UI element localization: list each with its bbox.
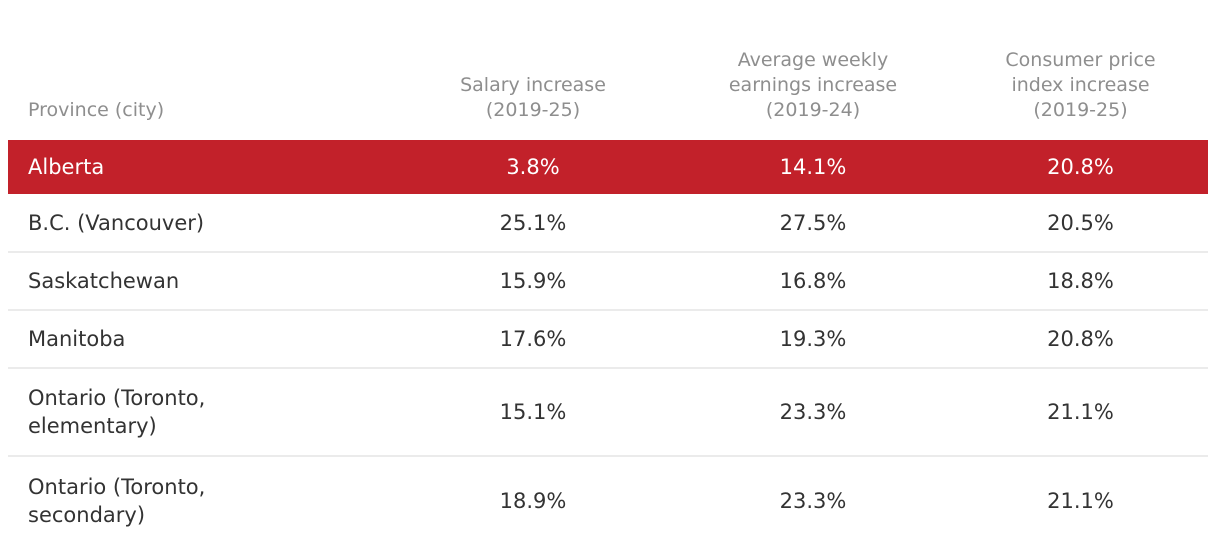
value-cell-earnings: 19.3% xyxy=(673,309,953,368)
value-cell-salary: 15.9% xyxy=(393,251,673,310)
row-alberta: Alberta 3.8% 14.1% 20.8% xyxy=(8,140,1208,194)
column-header-salary-increase: Salary increase (2019-25) xyxy=(393,0,673,140)
province-cell: B.C. (Vancouver) xyxy=(8,194,393,252)
province-label: Alberta xyxy=(28,155,105,179)
province-label: B.C. (Vancouver) xyxy=(28,210,205,235)
province-label: Manitoba xyxy=(28,327,126,351)
value-cell-cpi: 20.8% xyxy=(953,309,1208,368)
column-header-label: earnings increase xyxy=(728,74,898,96)
value-cell-cpi: 20.8% xyxy=(953,140,1208,194)
value-cell-earnings: 23.3% xyxy=(673,455,953,544)
column-header-label: Province (city) xyxy=(28,99,165,121)
column-header-label: (2019-25) xyxy=(1033,99,1128,121)
value-cell-earnings: 23.3% xyxy=(673,367,953,456)
value-cell-cpi: 18.8% xyxy=(953,251,1208,310)
column-header-label: (2019-25) xyxy=(485,99,581,121)
province-cell: Saskatchewan xyxy=(8,251,393,310)
row-bc-vancouver: B.C. (Vancouver) 25.1% 27.5% 20.5% xyxy=(8,194,1208,252)
column-header-label: Consumer price xyxy=(1005,49,1156,71)
salary-comparison-table: Province (city) Salary increase (2019-25… xyxy=(8,0,1208,544)
province-label: elementary) xyxy=(28,414,157,438)
value-cell-cpi: 21.1% xyxy=(953,455,1208,544)
value-cell-cpi: 20.5% xyxy=(1047,210,1114,235)
value-cell-salary: 25.1% xyxy=(499,210,567,235)
header-row: Province (city) Salary increase (2019-25… xyxy=(8,0,1208,140)
value-cell-salary: 3.8% xyxy=(393,140,673,194)
value-cell-salary: 15.1% xyxy=(393,367,673,456)
value-cell-salary: 18.9% xyxy=(393,455,673,544)
column-header-label: index increase xyxy=(1011,74,1150,96)
province-cell: Alberta xyxy=(8,140,393,194)
province-label: secondary) xyxy=(28,502,146,527)
column-header-province: Province (city) xyxy=(8,0,393,140)
province-cell: Ontario (Toronto, secondary) xyxy=(8,455,393,544)
column-header-label: Average weekly xyxy=(737,49,889,71)
column-header-cpi-increase: Consumer price index increase (2019-25) xyxy=(953,0,1208,140)
column-header-label: Salary increase xyxy=(460,74,606,96)
column-header-weekly-earnings-increase: Average weekly earnings increase (2019-2… xyxy=(673,0,953,140)
value-cell-earnings: 27.5% xyxy=(779,210,847,235)
column-header-label: (2019-24) xyxy=(765,99,861,121)
value-cell-earnings: 14.1% xyxy=(673,140,953,194)
value-cell-cpi: 21.1% xyxy=(953,367,1208,456)
province-label: Ontario (Toronto, xyxy=(28,386,206,410)
province-cell: Ontario (Toronto, elementary) xyxy=(8,367,393,456)
row-manitoba: Manitoba 17.6% 19.3% 20.8% xyxy=(8,309,1208,368)
province-cell: Manitoba xyxy=(8,309,393,368)
province-label: Ontario (Toronto, xyxy=(28,474,206,499)
province-label: Saskatchewan xyxy=(28,269,180,293)
value-cell-earnings: 16.8% xyxy=(673,251,953,310)
row-ontario-toronto-secondary: Ontario (Toronto, secondary) 18.9% 23.3%… xyxy=(8,455,1208,544)
value-cell-salary: 17.6% xyxy=(393,309,673,368)
row-saskatchewan: Saskatchewan 15.9% 16.8% 18.8% xyxy=(8,251,1208,310)
row-ontario-toronto-elementary: Ontario (Toronto, elementary) 15.1% 23.3… xyxy=(8,367,1208,456)
